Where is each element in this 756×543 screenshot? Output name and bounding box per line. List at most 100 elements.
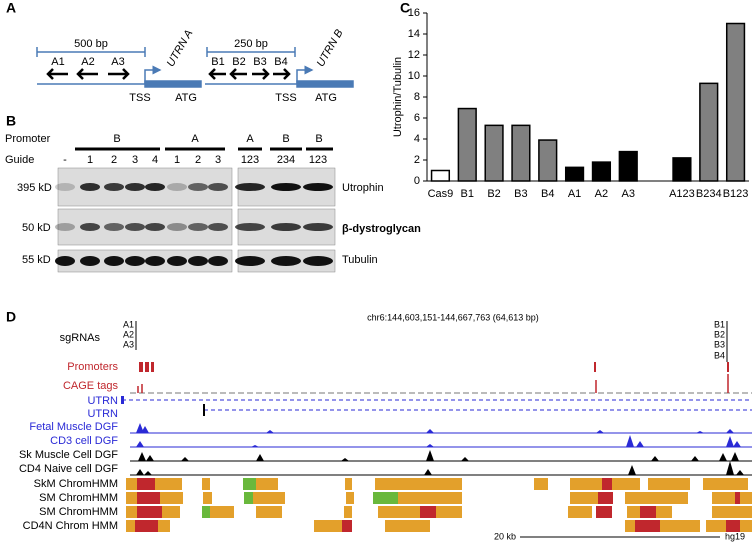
bar-chart: C Utrophin/Tubulin 0 2 4 6 8 10 12 14 16 Cas9 B1 B2 B3… (392, 0, 749, 200)
promoter-label: B (282, 133, 289, 145)
sgrna-label: A2 (123, 329, 134, 339)
track-label: Fetal Muscle DGF (29, 421, 118, 433)
size-label: 50 kD (22, 222, 51, 234)
chromhmm-segment (385, 520, 430, 532)
protein-label: β-dystroglycan (342, 223, 421, 235)
x-tick-label: B234 (696, 188, 722, 200)
chromhmm-segment (342, 520, 352, 532)
gene-label: UTRN A (165, 28, 196, 69)
chromhmm-segment (210, 506, 234, 518)
row-label: Guide (5, 154, 34, 166)
promoter-mark (151, 362, 154, 372)
scale-label: 500 bp (74, 38, 108, 50)
chromhmm-segment (570, 478, 602, 490)
sgrna-label: B3 (714, 339, 725, 349)
chromhmm-segment (712, 492, 752, 504)
x-tick-label: A123 (669, 188, 695, 200)
row-label: Promoter (5, 133, 51, 145)
chromhmm-segment (243, 478, 256, 490)
signal (130, 450, 752, 461)
y-tick-label: 16 (408, 7, 420, 19)
chromhmm-segment (436, 506, 462, 518)
panel-a (36, 47, 354, 88)
blot-band (303, 256, 333, 266)
blot-band (55, 223, 75, 231)
promoter-label: A (246, 133, 254, 145)
blot-band (125, 223, 145, 231)
chromhmm-segment (202, 506, 210, 518)
tss-label: TSS (129, 92, 150, 104)
blot-band (167, 256, 187, 266)
blot-band (188, 256, 208, 266)
blot-band (167, 223, 187, 231)
chromhmm-segment (726, 520, 740, 532)
chromhmm-segment (703, 478, 748, 490)
y-axis-title: Utrophin/Tubulin (392, 57, 404, 137)
blot-band (145, 256, 165, 266)
y-tick-label: 8 (414, 91, 420, 103)
lane-label: 123 (241, 154, 259, 166)
lane-label: 234 (277, 154, 295, 166)
guide-label: A2 (81, 56, 94, 68)
size-label: 55 kD (22, 254, 51, 266)
promoter-mark (139, 362, 143, 372)
chromhmm-segment (345, 478, 352, 490)
chromhmm-segment (612, 478, 640, 490)
track-label: SkM ChromHMM (34, 478, 118, 490)
chromhmm-segment (420, 506, 436, 518)
x-tick-label: B3 (514, 188, 527, 200)
scale-label: 250 bp (234, 38, 268, 50)
promoter-mark (727, 362, 729, 372)
guide-label: B4 (274, 56, 287, 68)
lane-label: 3 (132, 154, 138, 166)
chromhmm-segment (398, 492, 462, 504)
sgrna-label: A3 (123, 339, 134, 349)
chromhmm-segment (625, 492, 688, 504)
y-tick-label: 0 (414, 175, 420, 187)
x-tick-label: Cas9 (428, 188, 454, 200)
chromhmm-segment (137, 506, 162, 518)
promoter-label: B (113, 133, 120, 145)
track-label: sgRNAs (60, 332, 101, 344)
bar (618, 150, 638, 182)
panel-label: C (400, 0, 410, 16)
chromhmm-segment (534, 478, 548, 490)
blot-band (208, 223, 228, 231)
chromhmm-segment (346, 492, 354, 504)
blot-band (125, 256, 145, 266)
x-tick-label: A2 (595, 188, 608, 200)
y-tick-label: 10 (408, 70, 420, 82)
blot-band (167, 183, 187, 191)
x-tick-label: A3 (622, 188, 635, 200)
track-label: CAGE tags (63, 380, 119, 392)
chromhmm-segment (570, 492, 598, 504)
blot-band (235, 223, 265, 231)
chromhmm-segment (596, 506, 612, 518)
bar (511, 124, 531, 182)
blot-band (188, 183, 208, 191)
lane-label: 1 (174, 154, 180, 166)
guide-label: B2 (232, 56, 245, 68)
atg-label: ATG (175, 92, 197, 104)
chromhmm-segment (373, 492, 398, 504)
x-tick-label: B123 (723, 188, 749, 200)
blot-band (208, 256, 228, 266)
coordinates: chr6:144,603,151-144,667,763 (64,613 bp) (367, 312, 539, 322)
blot-band (303, 223, 333, 231)
exon (203, 404, 205, 416)
protein-label: Utrophin (342, 182, 384, 194)
promoter-label: B (315, 133, 322, 145)
blot-band (235, 256, 265, 266)
blot-band (104, 183, 124, 191)
chromhmm-segment (598, 492, 613, 504)
y-tick-label: 14 (408, 28, 420, 40)
western-blot (55, 167, 336, 273)
signal (130, 461, 752, 475)
blot-band (104, 223, 124, 231)
blot-band (271, 183, 301, 191)
chromhmm-segment (568, 506, 592, 518)
x-tick-label: B2 (487, 188, 500, 200)
chromhmm-segment (635, 520, 660, 532)
